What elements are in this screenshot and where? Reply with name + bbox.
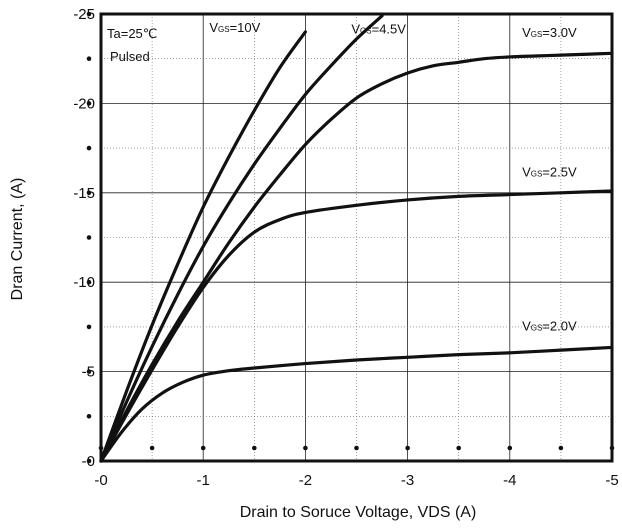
series-label-value: =3.0V [542, 25, 577, 40]
x-tick-label: -4 [503, 472, 516, 489]
y-tick-label: -20 [73, 95, 95, 112]
x-tick-dot [507, 445, 513, 451]
series-label-4: VGS=2.0V [522, 318, 577, 333]
series-label-main: V [522, 318, 531, 333]
x-tick-label: -2 [299, 472, 312, 489]
series-label-main: V [522, 165, 531, 180]
x-tick-dot [405, 445, 410, 451]
y-tick-label: -10 [73, 274, 95, 291]
series-label-value: =2.0V [542, 318, 577, 333]
x-tick-dot [149, 445, 155, 451]
y-tick-dot [86, 56, 92, 61]
x-tick-dot [558, 445, 564, 451]
series-lines [99, 14, 614, 463]
x-tick-label: -0 [94, 472, 107, 489]
x-axis-title: Drain to Soruce Voltage, VDS (A) [240, 504, 477, 521]
x-tick-dot [303, 445, 308, 451]
series-label-main: V [522, 25, 531, 40]
y-tick-dot [86, 145, 92, 151]
y-tick-dot [86, 101, 92, 106]
y-tick-dot [86, 11, 92, 17]
x-tick-label: -3 [401, 472, 414, 489]
y-tick-dot [86, 414, 92, 419]
series-label-value: =2.5V [542, 165, 577, 180]
x-tick-dot [354, 445, 359, 451]
y-tick-dot [86, 235, 92, 240]
annotation-temperature: Ta=25℃ [107, 26, 157, 41]
series-label-subscript: GS [531, 323, 543, 332]
tick-labels: -0 -1 -2 -3 -4 -5 -0 -5 -10 -15 -20 -25 [73, 6, 618, 489]
y-axis-title: Dran Current, (A) [9, 178, 26, 301]
y-tick-dot [86, 324, 92, 330]
x-tick-dot [200, 445, 206, 451]
y-tick-dot [86, 369, 92, 374]
series-line-0 [99, 30, 307, 463]
y-tick-dot [86, 458, 92, 464]
series-label-subscript: GS [531, 30, 543, 39]
series-label-1: VGS=4.5V [351, 22, 406, 37]
series-label-2: VGS=3.0V [522, 25, 577, 40]
series-label-value: =4.5V [372, 22, 407, 37]
grid [101, 14, 612, 461]
series-label-main: V [209, 20, 218, 35]
y-tick-label: -15 [73, 185, 95, 202]
y-tick-label: -0 [82, 453, 95, 470]
series-label-subscript: GS [360, 27, 372, 36]
y-tick-label: -25 [73, 6, 95, 23]
x-tick-label: -5 [605, 472, 618, 489]
series-label-3: VGS=2.5V [522, 165, 577, 180]
series-line-2 [99, 51, 614, 463]
series-label-main: V [351, 22, 360, 37]
y-tick-dot [86, 279, 92, 285]
series-label-subscript: GS [218, 25, 230, 34]
series-label-0: VGS=10V [209, 20, 260, 35]
series-line-1 [99, 14, 384, 463]
series-line-3 [99, 189, 614, 463]
x-tick-dot [456, 445, 462, 451]
y-tick-label: -5 [82, 364, 95, 381]
series-label-value: =10V [230, 20, 261, 35]
x-tick-dot [252, 445, 257, 451]
series-label-subscript: GS [531, 170, 543, 179]
series-line-4 [99, 345, 614, 463]
annotation-pulsed: Pulsed [110, 49, 150, 64]
plot-frame [99, 12, 614, 463]
x-tick-label: -1 [197, 472, 210, 489]
y-tick-dot [86, 190, 92, 196]
